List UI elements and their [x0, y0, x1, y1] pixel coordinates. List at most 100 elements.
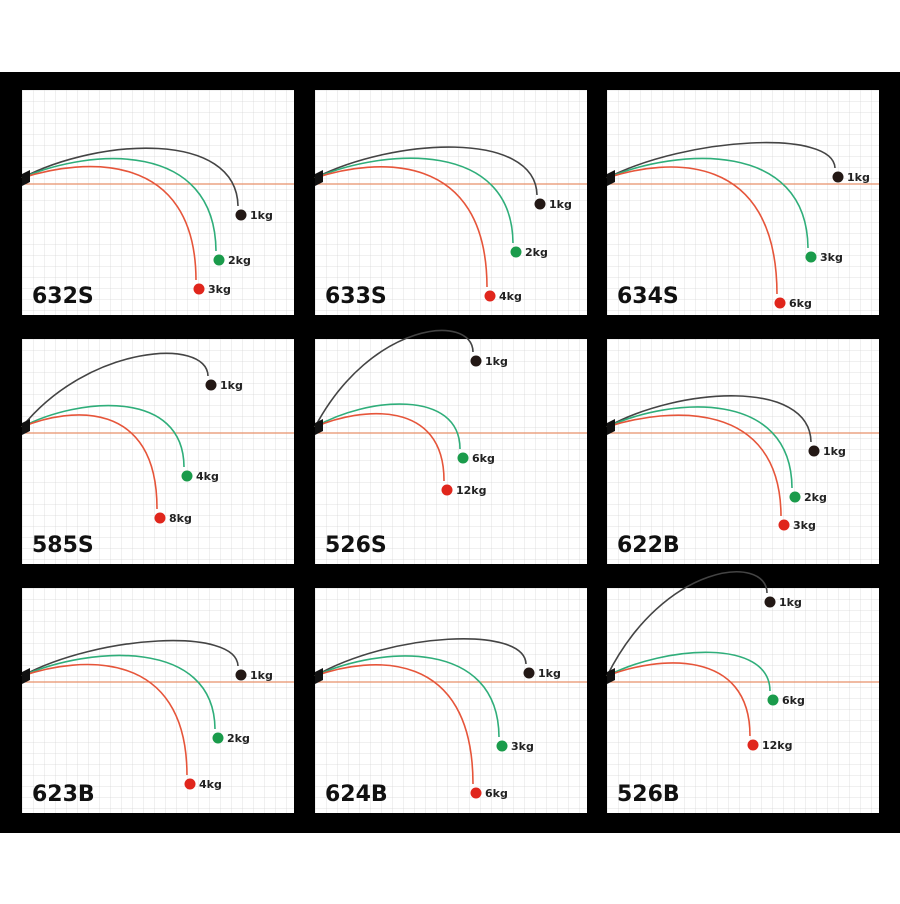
rod-curve [314, 664, 474, 785]
panel: 1kg 3kg 6kg 634S [606, 90, 879, 315]
rod-curve [21, 639, 239, 677]
rod-butt [607, 668, 615, 684]
rod-curve [314, 329, 474, 428]
grid [22, 588, 294, 813]
load-dot [193, 283, 205, 295]
panel: 1kg 2kg 4kg 623B [21, 588, 294, 813]
load-dot [832, 171, 844, 183]
load-dot [808, 445, 820, 457]
load-dot [181, 470, 193, 482]
load-dot [496, 740, 508, 752]
rod-butt [315, 668, 323, 684]
rod-curve [314, 157, 514, 244]
load-label: 4kg [196, 470, 219, 483]
load-dot [764, 596, 776, 608]
rod-butt [607, 419, 615, 435]
grid [315, 339, 587, 564]
rod-curve [21, 404, 185, 468]
load-label: 2kg [804, 491, 827, 504]
load-label: 3kg [793, 519, 816, 532]
rod-curve [606, 662, 751, 737]
model-name: 634S [617, 284, 679, 309]
load-label: 1kg [485, 355, 508, 368]
rod-butt [315, 170, 323, 186]
rod-curve [606, 406, 793, 489]
panel: 1kg 2kg 3kg 622B [606, 339, 879, 564]
load-dot [457, 452, 469, 464]
rod-curve [314, 403, 461, 450]
grid [315, 90, 587, 315]
load-dot [470, 787, 482, 799]
load-label: 2kg [228, 254, 251, 267]
panel: 1kg 6kg 12kg 526B [606, 571, 879, 813]
load-label: 6kg [789, 297, 812, 310]
rod-curve [21, 414, 158, 510]
rod-curve [606, 395, 812, 443]
model-name: 633S [325, 284, 387, 309]
load-label: 1kg [823, 445, 846, 458]
load-label: 1kg [220, 379, 243, 392]
load-label: 6kg [485, 787, 508, 800]
rod-butt [22, 170, 30, 186]
load-label: 3kg [820, 251, 843, 264]
panel: 1kg 2kg 4kg 633S [314, 90, 587, 315]
model-name: 632S [32, 284, 94, 309]
load-dot [154, 512, 166, 524]
rod-curve [21, 147, 239, 207]
load-dot [235, 209, 247, 221]
rod-curve [606, 141, 836, 179]
load-dot [805, 251, 817, 263]
panel: 1kg 4kg 8kg 585S [21, 339, 294, 564]
rod-curve [606, 571, 768, 677]
load-label: 2kg [227, 732, 250, 745]
load-label: 1kg [779, 596, 802, 609]
rod-curve [606, 157, 809, 249]
load-dot [774, 297, 786, 309]
rod-curve [314, 146, 538, 196]
grid [22, 90, 294, 315]
model-name: 585S [32, 533, 94, 558]
rod-curve [314, 638, 527, 677]
grid [22, 339, 294, 564]
load-dot [470, 355, 482, 367]
load-label: 2kg [525, 246, 548, 259]
load-label: 6kg [782, 694, 805, 707]
model-name: 622B [617, 533, 680, 558]
load-label: 3kg [208, 283, 231, 296]
load-dot [523, 667, 535, 679]
load-label: 1kg [250, 209, 273, 222]
model-name: 526B [617, 782, 680, 807]
rod-butt [22, 419, 30, 435]
load-dot [510, 246, 522, 258]
rod-curve [21, 663, 188, 776]
load-label: 1kg [538, 667, 561, 680]
load-dot [747, 739, 759, 751]
load-label: 12kg [762, 739, 793, 752]
load-label: 8kg [169, 512, 192, 525]
model-name: 624B [325, 782, 388, 807]
model-name: 623B [32, 782, 95, 807]
load-dot [789, 491, 801, 503]
rod-curve [314, 655, 500, 738]
rod-curve [606, 651, 771, 692]
load-label: 12kg [456, 484, 487, 497]
load-dot [213, 254, 225, 266]
rod-curve [21, 654, 216, 730]
rod-butt [315, 419, 323, 435]
rod-curve [21, 352, 209, 428]
load-dot [767, 694, 779, 706]
rod-curve [606, 166, 778, 295]
rod-butt [607, 170, 615, 186]
load-label: 4kg [199, 778, 222, 791]
rod-curve [21, 165, 197, 281]
load-dot [184, 778, 196, 790]
load-dot [441, 484, 453, 496]
rod-curve [314, 412, 445, 482]
load-dot [778, 519, 790, 531]
load-dot [205, 379, 217, 391]
panel: 1kg 2kg 3kg 632S [21, 90, 294, 315]
rod-curve [314, 166, 488, 288]
load-label: 1kg [250, 669, 273, 682]
load-dot [484, 290, 496, 302]
